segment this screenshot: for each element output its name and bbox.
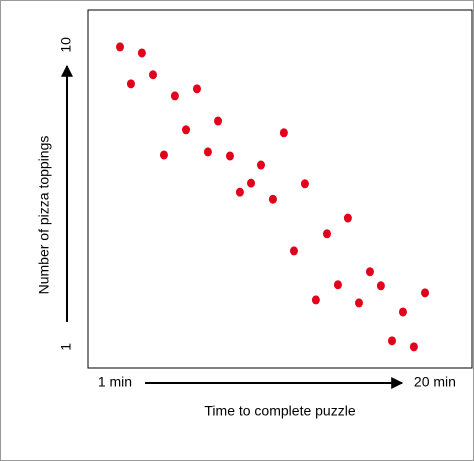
- plot-area: [87, 9, 473, 369]
- point: [126, 79, 135, 89]
- point: [170, 91, 179, 101]
- point: [235, 187, 244, 197]
- x-tick-label: 20 min: [414, 374, 456, 390]
- point: [225, 151, 234, 161]
- point: [182, 125, 191, 135]
- point: [354, 298, 363, 308]
- point: [343, 213, 352, 223]
- point: [247, 178, 256, 188]
- point: [289, 246, 298, 256]
- point: [214, 116, 223, 126]
- point: [376, 281, 385, 291]
- point: [333, 280, 342, 290]
- x-tick-label: 1 min: [98, 374, 132, 390]
- point: [203, 147, 212, 157]
- point: [279, 128, 288, 138]
- point: [192, 84, 201, 94]
- point: [300, 179, 309, 189]
- y-axis-label: Number of pizza toppings: [36, 136, 52, 295]
- point: [365, 267, 374, 277]
- x-axis-label: Time to complete puzzle: [204, 403, 355, 419]
- point: [322, 229, 331, 239]
- point: [421, 288, 430, 298]
- point: [116, 42, 124, 52]
- point: [398, 307, 407, 317]
- point: [409, 342, 418, 352]
- point: [256, 160, 265, 170]
- point: [137, 48, 146, 58]
- point: [311, 295, 320, 305]
- point: [388, 336, 396, 346]
- point: [159, 150, 168, 160]
- y-tick-label: 10: [58, 37, 74, 53]
- point: [268, 194, 277, 204]
- point: [149, 70, 158, 80]
- y-tick-label: 1: [58, 343, 74, 351]
